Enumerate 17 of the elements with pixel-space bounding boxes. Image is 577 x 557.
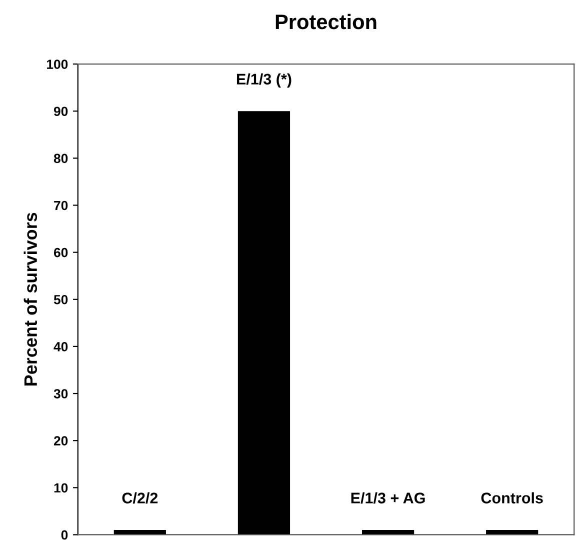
y-axis-title: Percent of survivors [24, 212, 38, 386]
chart-title: Protection [276, 14, 376, 30]
y-tick-label: 100 [46, 60, 68, 69]
y-tick-label: 10 [54, 483, 68, 493]
x-tick-label: E/1/3 + AG [351, 492, 425, 504]
y-tick-label: 70 [54, 200, 68, 210]
y-tick-label: 20 [54, 436, 68, 446]
y-tick-label: 90 [54, 106, 68, 116]
y-tick-label: 40 [54, 342, 68, 352]
y-tick-label: 0 [61, 530, 68, 540]
x-tick-label: C/2/2 [122, 492, 158, 504]
y-tick-label: 60 [54, 248, 68, 258]
x-tick-label: Controls [481, 492, 543, 504]
y-tick-label: 30 [54, 389, 68, 398]
y-tick-label: 50 [54, 294, 68, 304]
x-tick-label: E/1/3 (*) [236, 73, 292, 88]
y-tick-label: 80 [54, 154, 68, 164]
